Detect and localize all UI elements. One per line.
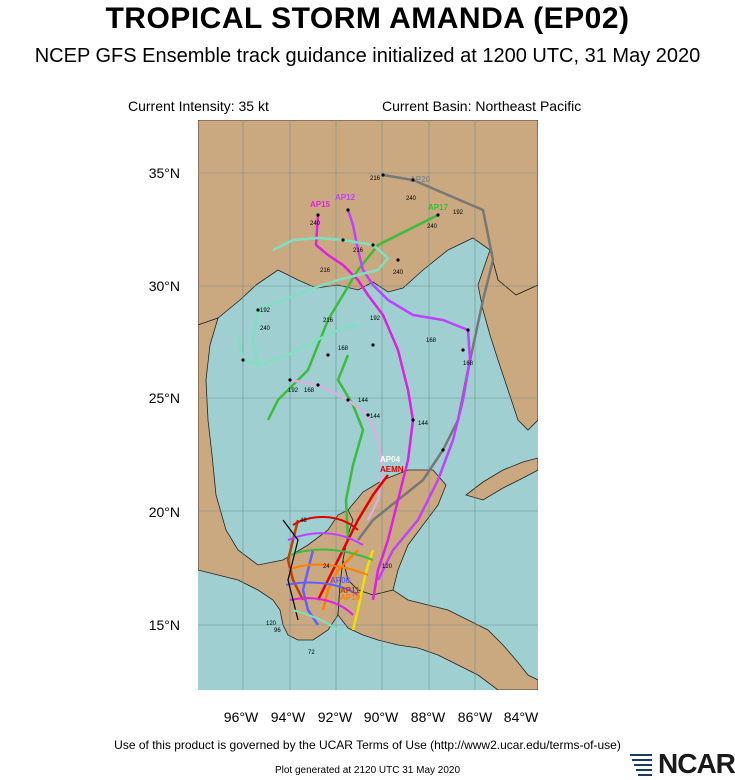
genesis-cluster bbox=[282, 516, 374, 636]
track-green-2 bbox=[336, 354, 365, 541]
hour-label: 144 bbox=[358, 398, 369, 404]
track-blue bbox=[301, 549, 320, 626]
hour-label: 168 bbox=[463, 361, 474, 367]
lon-label-92w: 92°W bbox=[317, 709, 353, 725]
lat-label-25n: 25°N bbox=[148, 390, 180, 406]
plot-generated: Plot generated at 2120 UTC 31 May 2020 bbox=[274, 765, 461, 776]
hour-label: 192 bbox=[288, 388, 299, 394]
hour-label: 48 bbox=[300, 518, 307, 524]
track-red bbox=[316, 474, 389, 601]
track-label-ap04: AP04 bbox=[380, 455, 401, 464]
hour-label: 120 bbox=[382, 564, 393, 570]
lon-label-90w: 90°W bbox=[363, 709, 399, 725]
terms-of-use: Use of this product is governed by the U… bbox=[114, 738, 621, 752]
hour-label: 120 bbox=[266, 621, 277, 627]
track-darkred bbox=[286, 519, 305, 601]
hour-label: 168 bbox=[304, 388, 315, 394]
hour-label: 24 bbox=[323, 564, 330, 570]
land-florida bbox=[477, 248, 538, 431]
track-purple bbox=[346, 209, 472, 581]
hour-label: 240 bbox=[393, 270, 404, 276]
lon-label-84w: 84°W bbox=[503, 709, 539, 725]
hour-label: 168 bbox=[338, 346, 349, 352]
track-label-ap20: AP20 bbox=[410, 175, 431, 184]
lat-label-35n: 35°N bbox=[148, 165, 180, 181]
track-label-ap15: AP15 bbox=[310, 200, 331, 209]
track-green bbox=[266, 213, 439, 421]
lat-label-15n: 15°N bbox=[148, 617, 180, 633]
hour-label: 216 bbox=[323, 318, 334, 324]
lat-label-20n: 20°N bbox=[148, 504, 180, 520]
track-label-ap19: AP19 bbox=[340, 593, 361, 602]
hour-label: 216 bbox=[320, 268, 331, 274]
track-map: AP15 AP12 AP17 AP20 AP04 AEMN AP08 AP11 … bbox=[198, 120, 538, 690]
storm-title: TROPICAL STORM AMANDA (EP02) bbox=[105, 2, 630, 35]
lat-label-30n: 30°N bbox=[148, 278, 180, 294]
graticule bbox=[198, 120, 538, 690]
hour-label: 240 bbox=[427, 224, 438, 230]
hour-label: 240 bbox=[406, 196, 417, 202]
hour-label: 192 bbox=[453, 210, 464, 216]
land-cuba bbox=[465, 457, 538, 501]
hour-label: 216 bbox=[370, 176, 381, 182]
hour-label: 240 bbox=[310, 221, 321, 227]
ncar-logo-icon bbox=[630, 754, 652, 776]
track-label-ap11: AP11 bbox=[340, 586, 360, 595]
hour-label: 144 bbox=[418, 421, 429, 427]
lon-label-88w: 88°W bbox=[410, 709, 446, 725]
lon-label-94w: 94°W bbox=[270, 709, 306, 725]
track-yellow bbox=[351, 549, 375, 631]
hour-label: 168 bbox=[426, 338, 437, 344]
track-orange bbox=[321, 549, 359, 611]
track-dots bbox=[241, 173, 470, 452]
ncar-logo-text: NCAR bbox=[658, 748, 735, 779]
hour-label: 96 bbox=[274, 628, 281, 634]
hour-label: 192 bbox=[260, 308, 271, 314]
track-label-ap12: AP12 bbox=[335, 193, 356, 202]
lon-label-96w: 96°W bbox=[223, 709, 259, 725]
track-label-ap17: AP17 bbox=[428, 203, 449, 212]
track-lavender bbox=[289, 378, 385, 521]
hour-label: 240 bbox=[260, 326, 271, 332]
track-magenta bbox=[314, 214, 415, 601]
hour-label: 192 bbox=[370, 316, 381, 322]
track-label-aemn: AEMN bbox=[380, 465, 404, 474]
guidance-subtitle: NCEP GFS Ensemble track guidance initial… bbox=[34, 45, 701, 67]
hour-label: 216 bbox=[353, 248, 364, 254]
track-label-ap08: AP08 bbox=[330, 576, 351, 585]
hour-label: 144 bbox=[370, 414, 381, 420]
hour-label: 72 bbox=[308, 650, 315, 656]
lon-label-86w: 86°W bbox=[457, 709, 493, 725]
ensemble-tracks bbox=[236, 173, 495, 631]
current-basin: Current Basin: Northeast Pacific bbox=[382, 98, 582, 114]
current-intensity: Current Intensity: 35 kt bbox=[128, 98, 269, 114]
